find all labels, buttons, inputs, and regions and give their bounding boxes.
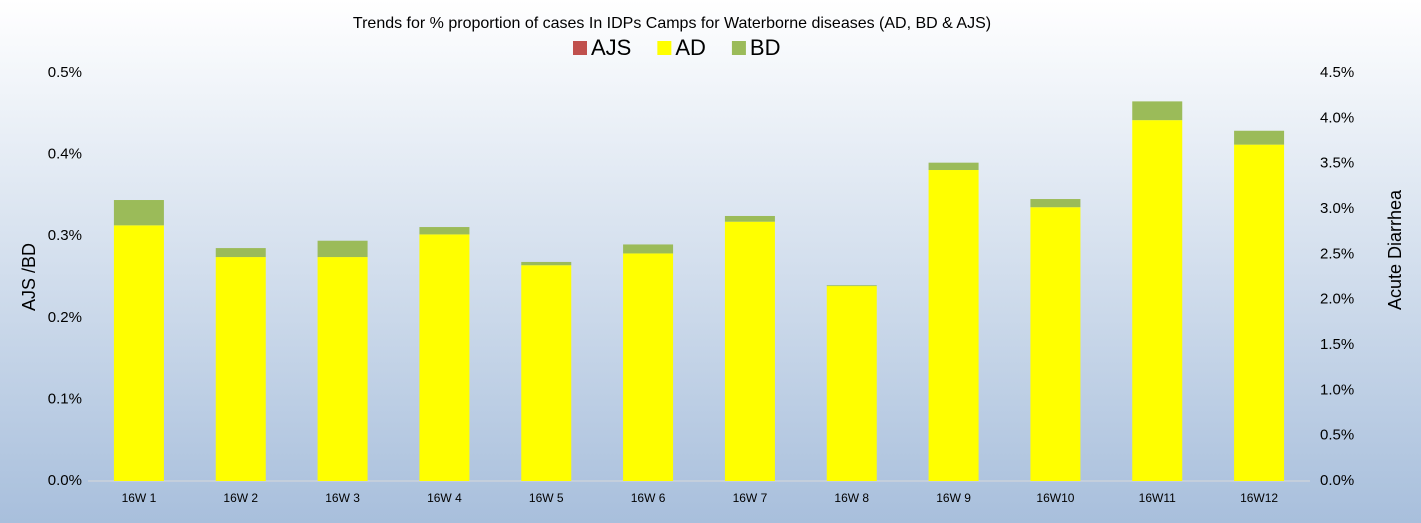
bar-segment xyxy=(419,234,470,481)
x-tick-label: 16W 5 xyxy=(529,491,564,505)
legend-swatch xyxy=(731,41,746,55)
x-tick-label: 16W 8 xyxy=(834,491,869,505)
bar-segment xyxy=(521,265,572,481)
y-tick-label: 0.0% xyxy=(48,472,82,489)
bar-segment xyxy=(1030,199,1081,208)
x-tick-label: 16W 2 xyxy=(223,491,258,505)
bar-segment xyxy=(1234,130,1285,145)
y-tick-label: 0.5% xyxy=(48,64,82,81)
x-tick-label: 16W 6 xyxy=(631,491,666,505)
bar-segment xyxy=(826,286,877,481)
y-tick-label: 0.4% xyxy=(48,146,82,163)
bar-segment xyxy=(215,248,266,258)
x-tick-label: 16W 1 xyxy=(122,491,157,505)
chart-title: Trends for % proportion of cases In IDPs… xyxy=(353,15,991,32)
y2-tick-label: 3.5% xyxy=(1320,155,1354,172)
bar-segment xyxy=(724,221,775,481)
legend-label: BD xyxy=(750,35,781,60)
y2-tick-label: 0.5% xyxy=(1320,427,1354,444)
y-axis-label: AJS /BD xyxy=(19,243,39,311)
bar-segment xyxy=(317,257,368,481)
bar-segment xyxy=(928,162,979,171)
x-tick-label: 16W 9 xyxy=(936,491,971,505)
bar-segment xyxy=(1234,144,1285,482)
y2-tick-label: 4.0% xyxy=(1320,109,1354,126)
y2-tick-label: 1.0% xyxy=(1320,381,1354,398)
bar-segment xyxy=(317,240,368,258)
y2-tick-label: 2.5% xyxy=(1320,245,1354,262)
bar-segment xyxy=(1132,120,1183,481)
y2-tick-label: 0.0% xyxy=(1320,472,1354,489)
bar-segment xyxy=(113,200,164,226)
y2-tick-label: 1.5% xyxy=(1320,336,1354,353)
x-tick-label: 16W 4 xyxy=(427,491,462,505)
y-tick-label: 0.3% xyxy=(48,227,82,244)
x-tick-label: 16W12 xyxy=(1240,491,1278,505)
y-tick-label: 0.1% xyxy=(48,390,82,407)
bar-segment xyxy=(215,257,266,481)
y2-tick-label: 4.5% xyxy=(1320,64,1354,81)
bar-segment xyxy=(1132,101,1183,121)
bar-segment xyxy=(521,261,572,266)
y2-axis-label: Acute Diarrhea xyxy=(1385,189,1405,310)
x-tick-label: 16W 7 xyxy=(733,491,768,505)
bar-segment xyxy=(623,244,674,254)
y-tick-label: 0.2% xyxy=(48,309,82,326)
x-tick-label: 16W 3 xyxy=(325,491,360,505)
bar-segment xyxy=(623,253,674,481)
legend-swatch xyxy=(573,41,587,55)
bar-segment xyxy=(113,225,164,481)
y2-tick-label: 2.0% xyxy=(1320,291,1354,308)
bar-segment xyxy=(419,227,470,235)
legend-label: AJS xyxy=(591,35,631,60)
bar-segment xyxy=(724,215,775,222)
bar-segment xyxy=(826,285,877,287)
x-tick-label: 16W11 xyxy=(1139,491,1176,505)
legend-swatch xyxy=(657,41,672,55)
y2-tick-label: 3.0% xyxy=(1320,200,1354,217)
x-tick-label: 16W10 xyxy=(1036,491,1074,505)
legend-label: AD xyxy=(675,35,706,60)
bar-segment xyxy=(1030,207,1081,482)
bar-segment xyxy=(928,170,979,481)
